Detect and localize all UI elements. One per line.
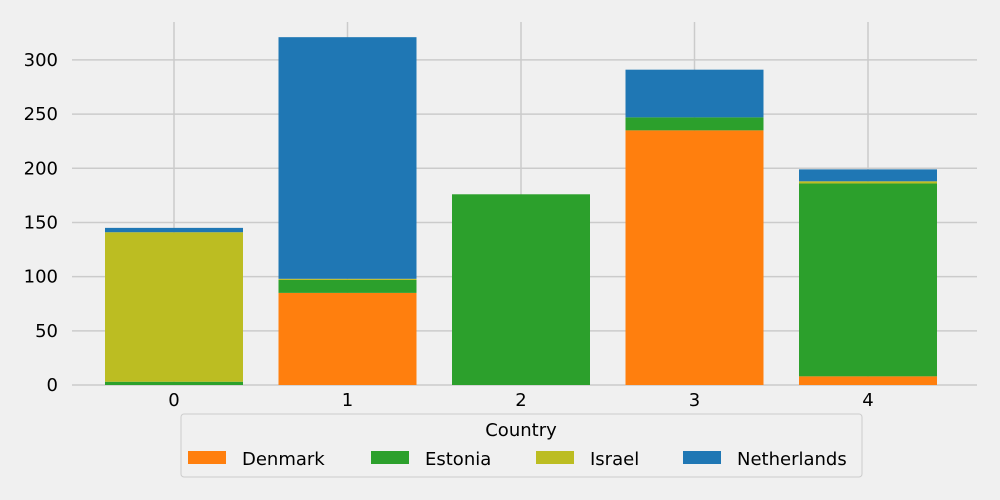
bar-estonia-0	[105, 381, 243, 385]
legend-swatch-estonia	[371, 451, 409, 464]
bar-israel-1	[278, 278, 417, 280]
x-tick-label: 0	[168, 390, 179, 411]
x-tick-label: 4	[862, 390, 873, 411]
bar-denmark-4	[799, 376, 937, 385]
legend: Country Denmark Estonia Israel Netherlands	[180, 413, 863, 478]
bar-israel-4	[799, 181, 937, 184]
y-tick-label: 50	[35, 321, 58, 342]
legend-swatch-israel	[536, 451, 574, 464]
x-tick-label: 1	[342, 390, 353, 411]
x-tick-labels: 0 1 2 3 4	[168, 390, 873, 411]
y-tick-label: 0	[47, 375, 58, 396]
y-tick-label: 300	[24, 50, 58, 71]
bar-netherlands-3	[625, 69, 764, 118]
bar-netherlands-0	[105, 227, 243, 233]
x-tick-label: 3	[689, 390, 700, 411]
bar-netherlands-1	[278, 37, 417, 279]
bar-netherlands-4	[799, 169, 937, 182]
y-tick-labels: 0 50 100 150 200 250 300	[24, 50, 58, 396]
bar-estonia-1	[278, 279, 417, 293]
legend-label-denmark: Denmark	[242, 449, 325, 470]
y-tick-label: 100	[24, 267, 58, 288]
legend-label-estonia: Estonia	[425, 449, 491, 470]
legend-label-israel: Israel	[590, 449, 639, 470]
bar-denmark-1	[278, 292, 417, 385]
bar-estonia-4	[799, 183, 937, 377]
y-tick-label: 200	[24, 158, 58, 179]
y-tick-label: 250	[24, 104, 58, 125]
legend-swatch-netherlands	[683, 451, 721, 464]
bars	[105, 37, 937, 385]
legend-swatch-denmark	[188, 451, 226, 464]
bar-estonia-2	[452, 194, 590, 385]
legend-title: Country	[485, 420, 557, 441]
bar-denmark-3	[625, 130, 764, 385]
legend-items: Denmark Estonia Israel Netherlands	[188, 449, 847, 470]
x-tick-label: 2	[515, 390, 526, 411]
y-tick-label: 150	[24, 212, 58, 233]
legend-label-netherlands: Netherlands	[737, 449, 847, 470]
bar-estonia-3	[625, 117, 764, 131]
bar-israel-0	[105, 232, 243, 382]
